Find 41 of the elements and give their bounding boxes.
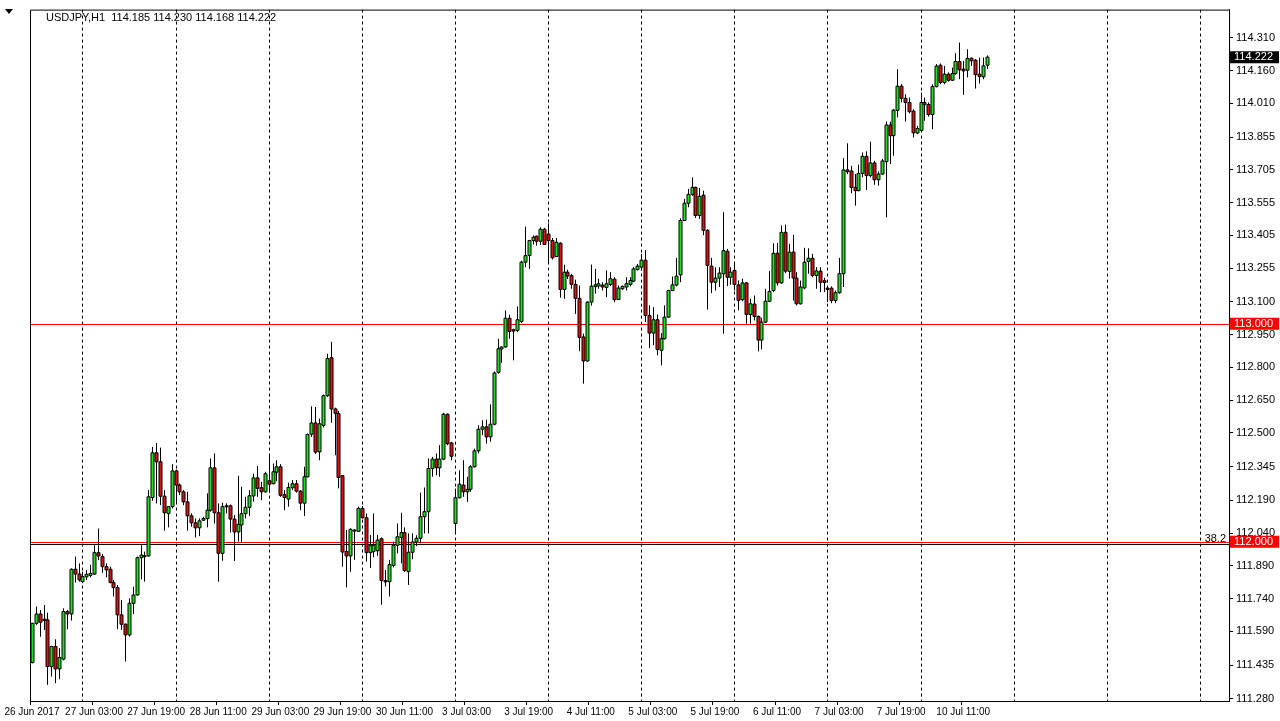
chart-title: USDJPY,H1 114.185 114.230 114.168 114.222 <box>46 10 277 23</box>
x-tick-label: 6 Jul 11:00 <box>752 705 802 717</box>
text: 114.222 <box>1234 50 1274 63</box>
y-tick-label: 113.705 <box>1236 162 1276 175</box>
y-tick-label: 111.890 <box>1236 558 1275 571</box>
y-tick-label: 112.040 <box>1236 526 1276 539</box>
x-tick-label: 29 Jun 03:00 <box>251 705 310 717</box>
y-tick-label: 112.950 <box>1236 327 1276 340</box>
y-tick-label: 112.345 <box>1236 459 1276 472</box>
x-tick-label: 29 Jun 19:00 <box>313 705 372 717</box>
x-tick-label: 7 Jul 03:00 <box>814 705 864 717</box>
x-tick-label: 3 Jul 19:00 <box>504 705 554 717</box>
x-tick-label: 5 Jul 03:00 <box>628 705 678 717</box>
y-tick-label: 114.160 <box>1236 63 1276 76</box>
x-tick-label: 5 Jul 19:00 <box>690 705 740 717</box>
x-tick-label: 3 Jul 03:00 <box>442 705 492 717</box>
x-tick-label: 30 Jun 11:00 <box>375 705 434 717</box>
y-tick-label: 111.280 <box>1236 691 1275 704</box>
y-tick-label: 111.740 <box>1236 591 1275 604</box>
y-tick-label: 112.650 <box>1236 393 1276 406</box>
y-tick-label: 112.800 <box>1236 360 1276 373</box>
y-tick-label: 113.100 <box>1236 294 1276 307</box>
x-tick-label: 7 Jul 19:00 <box>876 705 927 717</box>
y-tick-label: 114.310 <box>1236 30 1276 43</box>
y-tick-label: 113.405 <box>1236 228 1276 241</box>
y-tick-label: 111.590 <box>1236 624 1275 637</box>
y-tick-label: 113.855 <box>1236 130 1276 143</box>
x-tick-label: 27 Jun 03:00 <box>65 705 124 717</box>
y-tick-label: 112.190 <box>1236 493 1276 506</box>
ref-line-label: 113.000 <box>1234 316 1274 329</box>
x-tick-label: 28 Jun 11:00 <box>189 705 248 717</box>
x-tick-label: 10 Jul 11:00 <box>936 705 991 717</box>
annotation: 38.2 <box>1204 531 1227 544</box>
y-tick-label: 112.500 <box>1236 425 1276 438</box>
x-tick-label: 27 Jun 19:00 <box>127 705 186 717</box>
x-tick-label: 26 Jun 2017 <box>4 705 60 717</box>
y-tick-label: 114.010 <box>1236 96 1276 109</box>
y-tick-label: 111.435 <box>1236 658 1275 671</box>
x-tick-label: 4 Jul 11:00 <box>566 705 616 717</box>
y-tick-label: 113.555 <box>1236 195 1276 208</box>
y-tick-label: 113.255 <box>1236 261 1276 274</box>
